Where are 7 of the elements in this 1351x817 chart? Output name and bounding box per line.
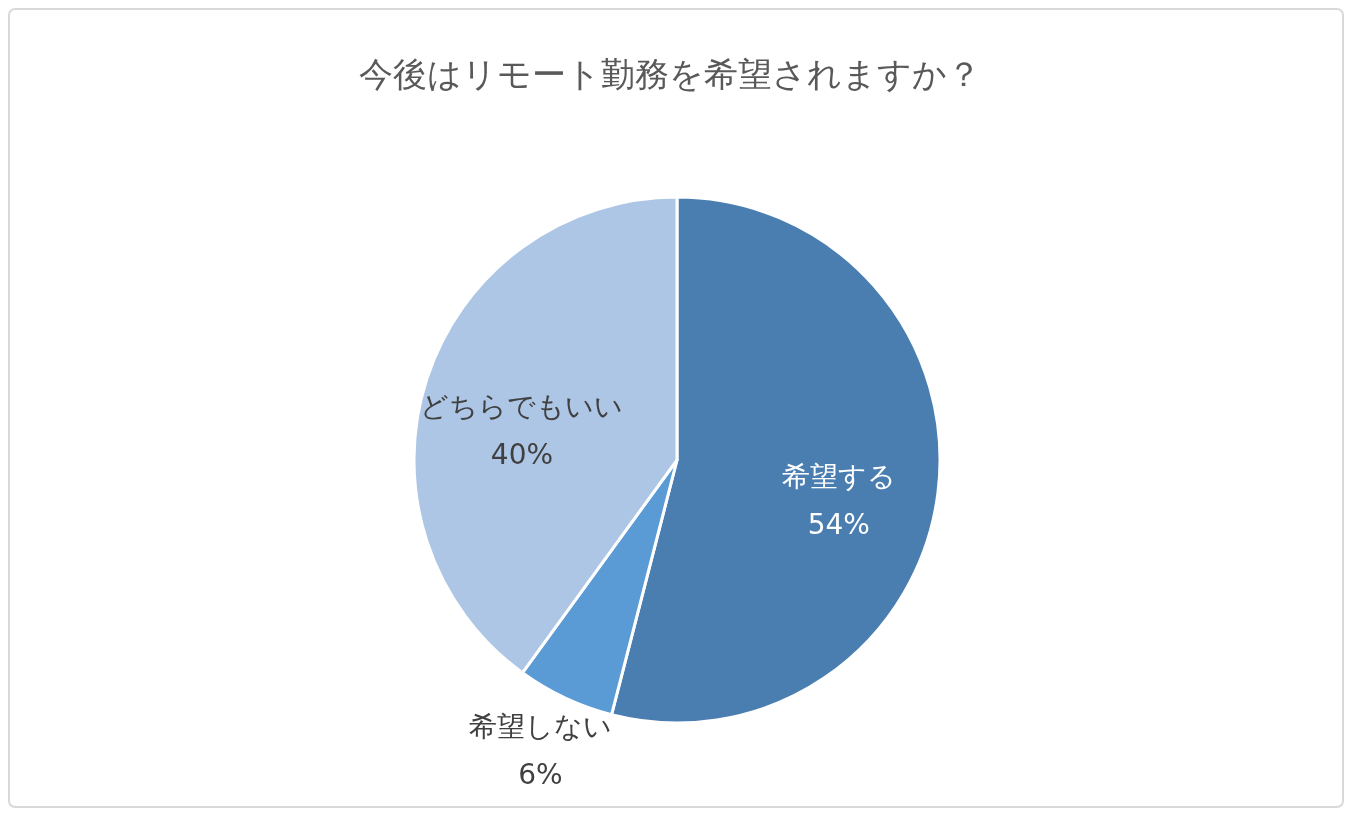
slice-label: どちらでもいい <box>420 389 624 423</box>
slice-label: 希望しない <box>468 710 612 744</box>
data-label: 40% <box>490 437 554 471</box>
data-label: 6% <box>518 758 563 792</box>
chart-title: 今後はリモート勤務を希望されますか？ <box>359 54 981 94</box>
slice-label: 希望する <box>781 460 896 494</box>
data-label: 54% <box>807 508 870 542</box>
